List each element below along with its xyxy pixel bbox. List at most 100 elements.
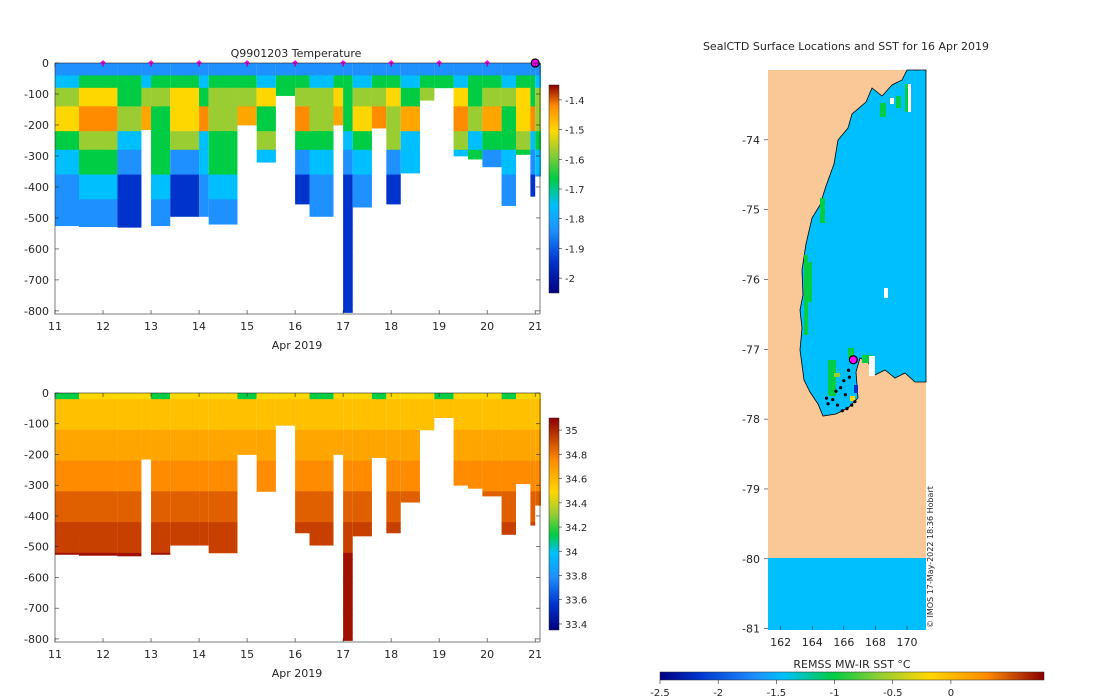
depth-cell [400,93,420,101]
depth-cell [482,162,502,168]
depth-cell [467,100,483,107]
depth-cell [256,124,276,132]
salinity-sections [55,393,541,641]
depth-cell [170,168,200,175]
depth-cell [419,63,435,70]
depth-cell [386,131,401,138]
depth-cell [400,405,420,412]
track-point [853,400,857,404]
depth-cell [434,75,454,82]
cast-profile [530,393,536,526]
depth-cell [275,417,296,425]
colorbar-tick-label: -1.8 [565,215,585,226]
depth-cell [515,69,531,76]
depth-cell [530,180,536,188]
depth-cell [151,205,171,213]
depth-cell [170,81,200,89]
depth-cell [208,137,238,144]
cast-profile [79,393,118,556]
colorbar-tick-label: -1.4 [565,96,585,107]
depth-cell [199,491,209,498]
depth-cell [295,69,310,76]
sst-colorbar-tick-label: -1.5 [767,688,787,699]
depth-cell [295,63,310,70]
lon-tick-label: 170 [897,636,918,649]
depth-cell [453,149,468,157]
depth-cell [208,100,238,107]
x-tick-label: 12 [96,648,110,661]
x-tick-label: 20 [480,648,494,661]
salinity-colorbar-ticks: 35 34.8 34.6 34.4 34.2 34 33.8 33.6 33.4 [559,426,587,631]
depth-cell [275,411,296,418]
cast-profile [208,63,238,225]
depth-cell [400,436,420,443]
depth-cell [237,106,257,113]
depth-cell [79,472,118,480]
depth-cell [535,174,541,177]
depth-cell [453,69,468,76]
depth-cell [309,106,334,113]
depth-cell [371,112,387,120]
depth-cell [256,423,276,431]
depth-cell [208,205,238,213]
depth-cell [386,162,401,169]
depth-cell [386,118,401,126]
depth-cell [386,436,401,443]
depth-cell [309,479,334,486]
depth-cell [117,131,142,138]
depth-cell [343,174,353,182]
depth-cell [309,87,334,95]
depth-cell [515,87,531,95]
depth-cell [295,423,310,431]
x-tick-label: 17 [336,648,350,661]
depth-cell [530,75,536,82]
depth-cell [343,186,353,194]
depth-cell [371,69,387,76]
depth-cell [467,69,483,76]
cast-profile [515,63,531,155]
depth-cell [117,417,142,425]
track-point [840,409,844,413]
depth-cell [371,81,387,89]
x-tick-label: 19 [432,648,446,661]
x-tick-label: 13 [144,320,158,333]
depth-cell [535,491,541,498]
depth-cell [256,112,276,120]
depth-cell [343,595,353,603]
depth-cell [208,112,238,120]
depth-cell [295,479,310,486]
depth-cell [400,131,420,138]
depth-cell [151,509,171,517]
depth-cell [295,174,310,182]
depth-cell [55,546,80,554]
depth-cell [208,87,238,95]
depth-cell [309,81,334,89]
depth-cell [117,186,142,194]
depth-cell [55,106,80,113]
depth-cell [208,162,238,169]
depth-cell [151,454,171,462]
depth-cell [117,466,142,474]
depth-cell [352,503,372,511]
depth-cell [55,522,80,529]
depth-cell [343,528,353,535]
depth-cell [453,454,468,462]
depth-cell [295,393,310,400]
depth-cell [352,534,372,537]
depth-cell [55,454,80,462]
depth-cell [482,63,502,70]
depth-cell [79,479,118,486]
depth-cell [117,393,142,400]
depth-cell [309,155,334,163]
depth-cell [535,393,541,400]
depth-cell [199,417,209,425]
depth-cell [199,69,209,76]
track-point [826,402,830,406]
depth-cell [170,411,200,418]
depth-cell [55,442,80,449]
depth-cell [501,405,516,412]
depth-cell [295,149,310,157]
depth-cell [79,93,118,101]
depth-cell [141,429,152,437]
depth-cell [501,417,516,425]
